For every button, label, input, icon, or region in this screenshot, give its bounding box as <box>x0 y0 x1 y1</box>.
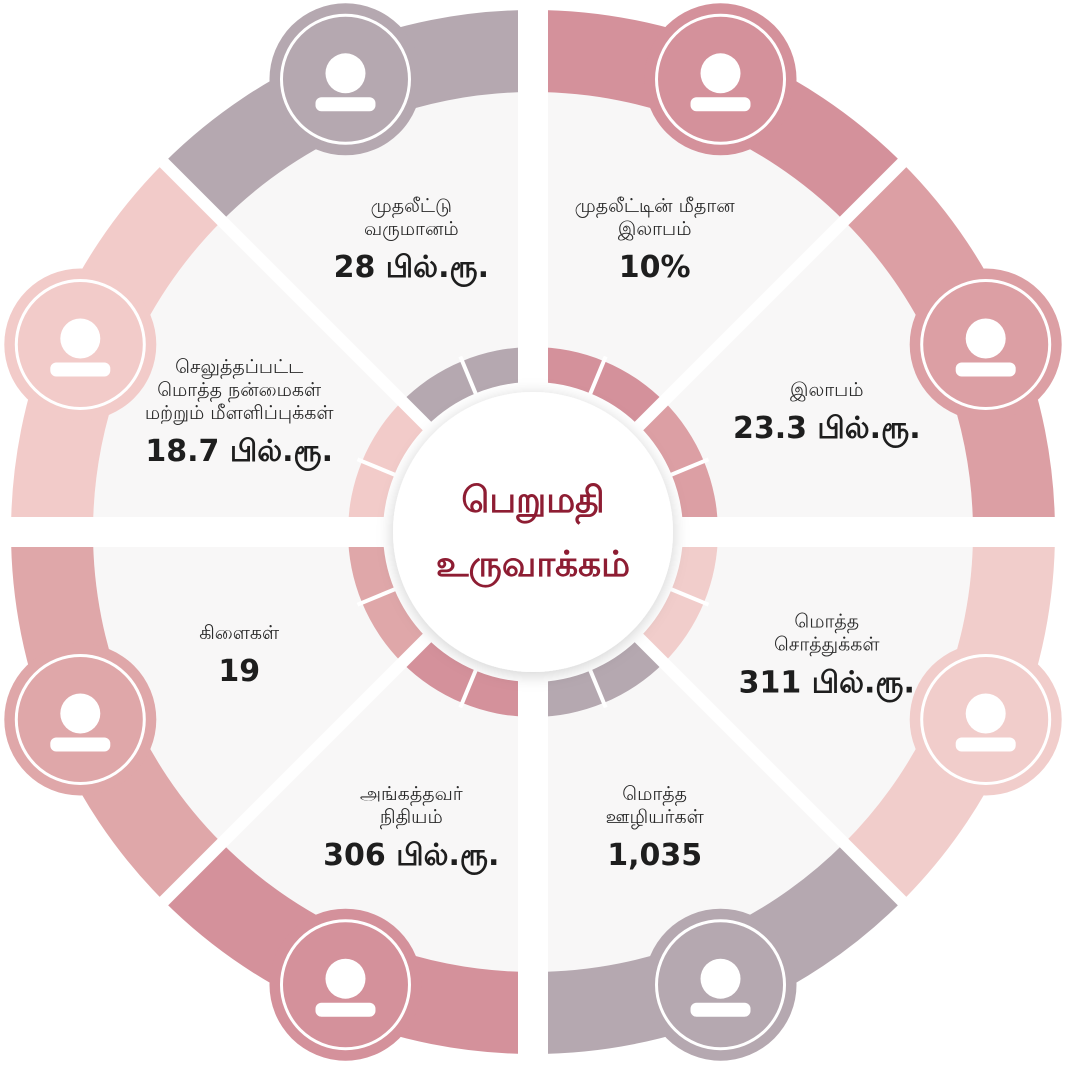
segment-value: 23.3 பில்.ரூ. <box>733 411 921 448</box>
panel <box>663 532 973 844</box>
center-circle <box>393 392 673 672</box>
separator <box>458 355 480 399</box>
segment-value: 18.7 பில்.ரூ. <box>145 434 333 471</box>
segment-label: மற்றும் மீளளிப்புக்கள் <box>145 402 335 425</box>
segment-label: முதலீட்டு <box>371 195 452 218</box>
segment-label: மொத்த <box>794 611 859 634</box>
icon-glyph <box>700 958 741 999</box>
inner-band <box>533 638 664 717</box>
icon-glyph <box>965 693 1006 734</box>
icon <box>909 643 1062 796</box>
segment-label: ஊழியர்கள் <box>606 806 705 829</box>
panel <box>221 92 533 402</box>
icon-ring <box>279 919 411 1051</box>
icon-ring <box>655 13 787 145</box>
icon-glyph <box>315 97 376 112</box>
separator <box>356 457 400 479</box>
icon-ring <box>14 278 146 410</box>
panel <box>533 662 845 972</box>
icon <box>644 3 797 156</box>
icon <box>909 268 1062 421</box>
separator <box>458 665 480 709</box>
inner-band <box>402 347 533 426</box>
segment-label: இலாபம் <box>618 218 692 240</box>
icon <box>269 3 422 156</box>
segment-label: முதலீட்டின் மீதான <box>575 195 736 218</box>
inner-band <box>402 638 533 717</box>
inner-band <box>639 532 718 663</box>
segment-value: 1,035 <box>607 838 702 873</box>
separator <box>586 665 608 709</box>
icon <box>269 908 422 1061</box>
icon-glyph <box>50 737 111 752</box>
segment-label: இலாபம் <box>790 379 864 401</box>
icon-glyph <box>700 53 741 94</box>
segment-value: 19 <box>218 654 260 689</box>
icon-ring <box>14 654 146 786</box>
icon-glyph <box>965 318 1006 359</box>
icon-glyph <box>60 318 101 359</box>
separator <box>666 585 710 607</box>
separator <box>666 457 710 479</box>
icon <box>4 268 157 421</box>
segment-label: செலுத்தப்பட்ட <box>175 356 303 379</box>
icon-ring <box>920 278 1052 410</box>
icon <box>4 643 157 796</box>
icon-glyph <box>955 737 1016 752</box>
segment-label: மொத்த நன்மைகள் <box>157 379 322 402</box>
panel <box>221 662 533 972</box>
icon-ring <box>279 13 411 145</box>
icon-ring <box>920 654 1052 786</box>
segment-value: 28 பில்.ரூ. <box>334 250 489 287</box>
icon-glyph <box>50 362 111 377</box>
segment-label: சொத்துக்கள் <box>774 634 880 657</box>
panel <box>93 532 403 844</box>
panel <box>663 220 973 532</box>
segment-value: 306 பில்.ரூ. <box>323 838 499 875</box>
icon-glyph <box>690 97 751 112</box>
separator <box>90 89 446 445</box>
segment-label: மொத்த <box>622 783 687 806</box>
separator <box>620 619 976 975</box>
segment-label: அங்கத்தவர் <box>360 783 463 806</box>
segment-value: 10% <box>619 250 691 285</box>
icon-glyph <box>325 958 366 999</box>
icon-glyph <box>325 53 366 94</box>
panel <box>93 220 403 532</box>
center-title: பெறுமதி <box>461 480 604 525</box>
segment-label: கிளைகள் <box>199 622 280 644</box>
segment-label: வருமானம் <box>364 218 459 241</box>
separator <box>586 355 608 399</box>
segment-label: நிதியம் <box>380 806 443 829</box>
inner-band <box>348 532 427 663</box>
icon-ring <box>655 919 787 1051</box>
separator <box>90 619 446 975</box>
separator <box>356 585 400 607</box>
icon-glyph <box>690 1002 751 1017</box>
inner-band <box>639 401 718 532</box>
icon <box>644 908 797 1061</box>
inner-band <box>348 401 427 532</box>
icon-glyph <box>955 362 1016 377</box>
separator <box>620 89 976 445</box>
icon-glyph <box>60 693 101 734</box>
panel <box>533 92 845 402</box>
segment-value: 311 பில்.ரூ. <box>739 666 915 703</box>
inner-band <box>533 347 664 426</box>
center-title: உருவாக்கம் <box>436 544 630 588</box>
icon-glyph <box>315 1002 376 1017</box>
